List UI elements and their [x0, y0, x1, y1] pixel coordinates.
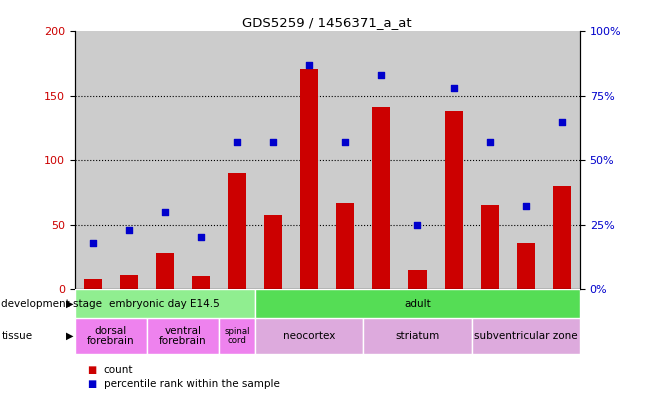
Bar — [111, 31, 146, 289]
Point — [485, 139, 495, 145]
Point — [124, 226, 134, 233]
Text: dorsal
forebrain: dorsal forebrain — [87, 326, 134, 346]
Point — [159, 208, 170, 215]
Point — [557, 118, 567, 125]
Bar — [435, 31, 472, 289]
Text: subventricular zone: subventricular zone — [474, 331, 577, 341]
Text: percentile rank within the sample: percentile rank within the sample — [104, 379, 279, 389]
Bar — [75, 289, 255, 318]
Text: neocortex: neocortex — [283, 331, 336, 341]
Text: ■: ■ — [87, 365, 97, 375]
Bar — [264, 215, 282, 289]
Bar — [84, 279, 102, 289]
Text: ventral
forebrain: ventral forebrain — [159, 326, 207, 346]
Text: spinal
cord: spinal cord — [224, 327, 249, 345]
Point — [340, 139, 351, 145]
Bar — [300, 69, 318, 289]
Bar — [120, 275, 138, 289]
Point — [520, 203, 531, 209]
Point — [232, 139, 242, 145]
Bar — [291, 31, 327, 289]
Bar — [481, 205, 499, 289]
Point — [196, 234, 206, 241]
Bar — [364, 318, 472, 354]
Bar — [255, 318, 364, 354]
Point — [448, 85, 459, 91]
Bar — [445, 111, 463, 289]
Bar — [156, 253, 174, 289]
Text: tissue: tissue — [1, 331, 32, 341]
Bar — [544, 31, 580, 289]
Bar — [364, 31, 399, 289]
Bar — [219, 318, 255, 354]
Bar — [228, 173, 246, 289]
Bar — [192, 276, 210, 289]
Text: ■: ■ — [87, 379, 97, 389]
Bar — [336, 203, 354, 289]
Text: embryonic day E14.5: embryonic day E14.5 — [110, 299, 220, 309]
Bar — [146, 31, 183, 289]
Bar — [183, 31, 219, 289]
Point — [412, 221, 422, 228]
Bar — [75, 31, 111, 289]
Text: ▶: ▶ — [66, 299, 74, 309]
Bar — [327, 31, 364, 289]
Bar — [399, 31, 435, 289]
Bar — [255, 289, 580, 318]
Point — [87, 239, 98, 246]
Bar — [472, 31, 508, 289]
Bar — [472, 318, 580, 354]
Text: count: count — [104, 365, 133, 375]
Text: adult: adult — [404, 299, 431, 309]
Text: development stage: development stage — [1, 299, 102, 309]
Bar — [219, 31, 255, 289]
Bar — [508, 31, 544, 289]
Bar — [255, 31, 291, 289]
Bar — [517, 242, 535, 289]
Point — [376, 72, 387, 78]
Title: GDS5259 / 1456371_a_at: GDS5259 / 1456371_a_at — [242, 16, 412, 29]
Text: ▶: ▶ — [66, 331, 74, 341]
Bar — [75, 318, 146, 354]
Bar — [553, 186, 571, 289]
Bar — [146, 318, 219, 354]
Bar — [408, 270, 426, 289]
Text: striatum: striatum — [395, 331, 439, 341]
Point — [304, 62, 314, 68]
Bar — [373, 107, 390, 289]
Point — [268, 139, 278, 145]
